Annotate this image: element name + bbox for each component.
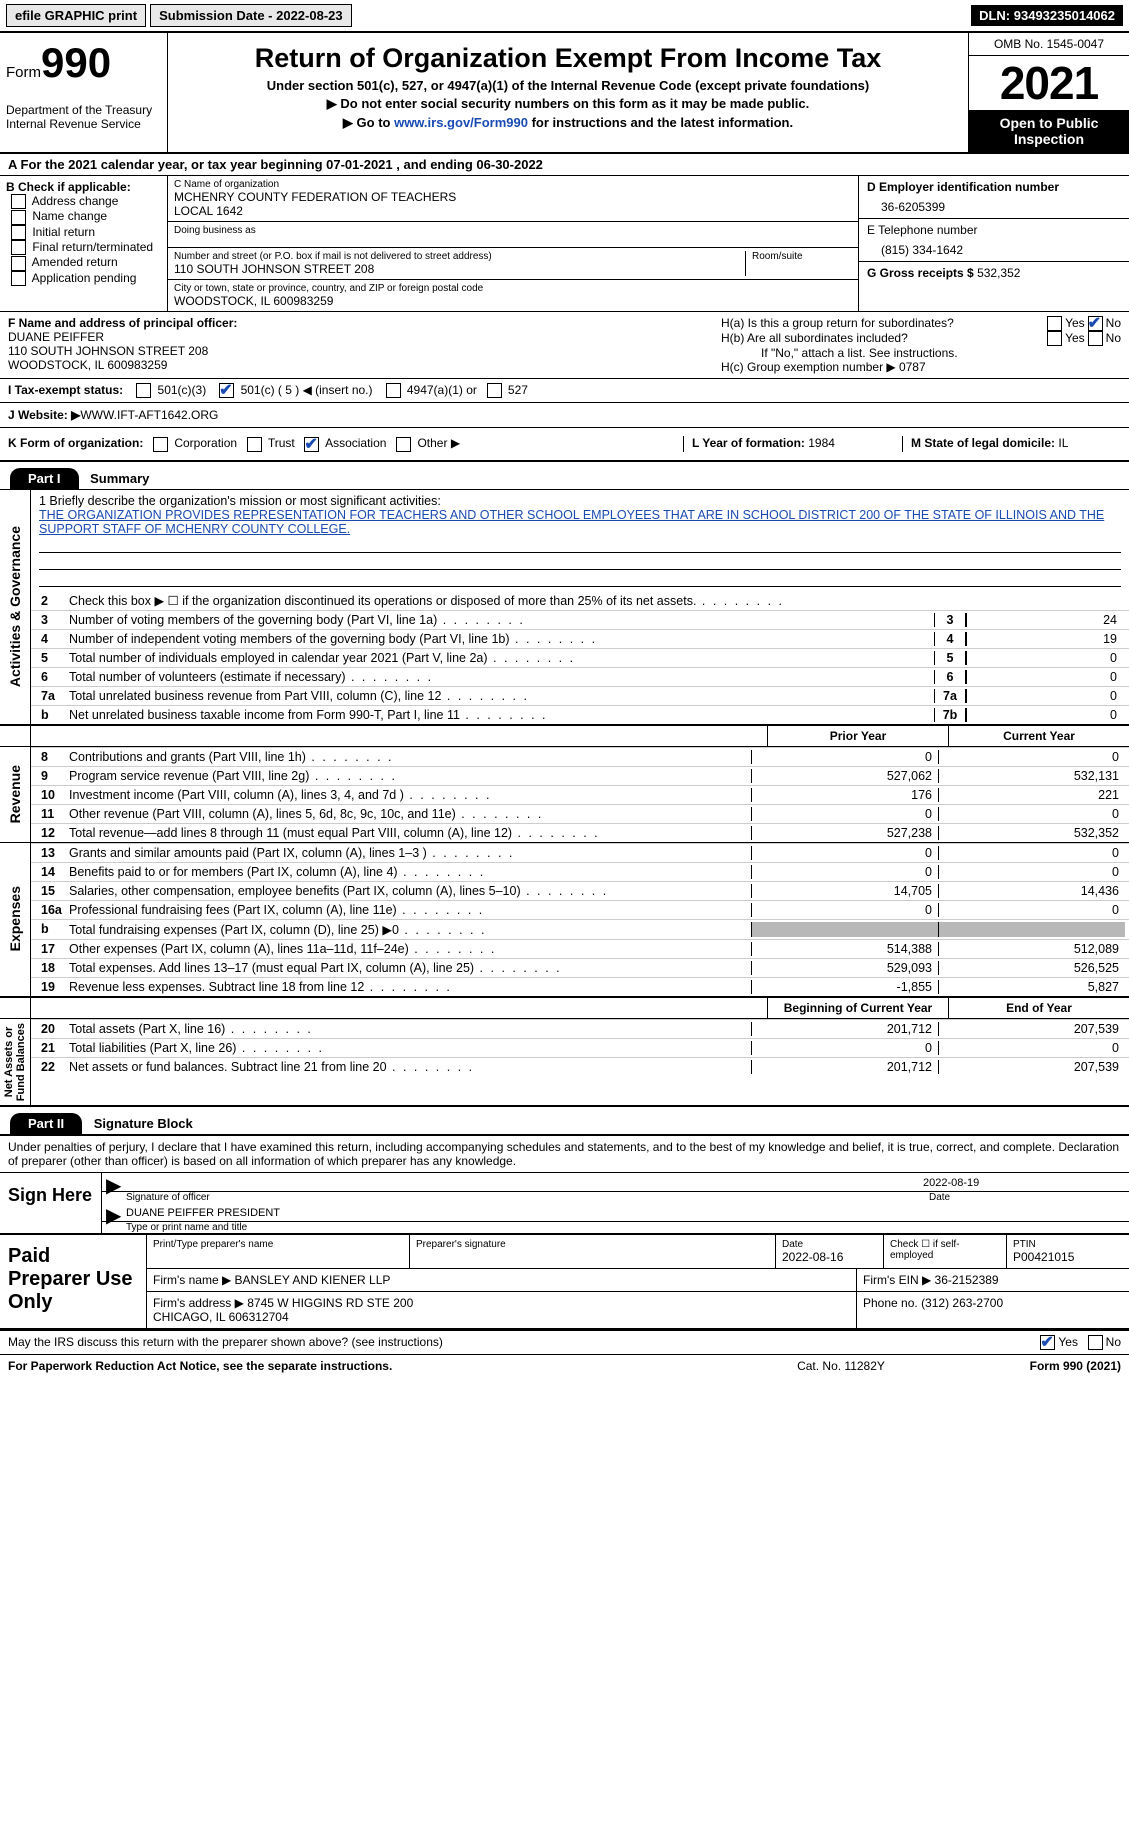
line-21: 21Total liabilities (Part X, line 26)00 [31, 1038, 1129, 1057]
form-number: Form990 [6, 39, 161, 87]
website-row: J Website: ▶ WWW.IFT-AFT1642.ORG [0, 403, 1129, 428]
line-10: 10Investment income (Part VIII, column (… [31, 785, 1129, 804]
topbar: efile GRAPHIC print Submission Date - 20… [0, 0, 1129, 33]
chk-501c5[interactable] [219, 383, 234, 398]
footer: For Paperwork Reduction Act Notice, see … [0, 1354, 1129, 1377]
tax-year: 2021 [969, 56, 1129, 110]
ein: 36-6205399 [867, 194, 1121, 214]
subtitle: Under section 501(c), 527, or 4947(a)(1)… [174, 78, 962, 93]
section-fh: F Name and address of principal officer:… [0, 312, 1129, 379]
part2-header: Part II Signature Block [0, 1113, 1129, 1134]
hb-yes[interactable] [1047, 331, 1062, 346]
hdr-by-ey: Beginning of Current Year End of Year [0, 997, 1129, 1019]
line-19: 19Revenue less expenses. Subtract line 1… [31, 977, 1129, 996]
section-bcde: B Check if applicable: Address change Na… [0, 176, 1129, 312]
col-b: B Check if applicable: Address change Na… [0, 176, 168, 311]
line-2: 2Check this box ▶ ☐ if the organization … [31, 591, 1129, 610]
line-18: 18Total expenses. Add lines 13–17 (must … [31, 958, 1129, 977]
open-public: Open to Public Inspection [969, 110, 1129, 152]
omb: OMB No. 1545-0047 [969, 33, 1129, 56]
col-c: C Name of organization MCHENRY COUNTY FE… [168, 176, 858, 311]
ha-no[interactable] [1088, 316, 1103, 331]
line-3: 3Number of voting members of the governi… [31, 610, 1129, 629]
efile-button[interactable]: efile GRAPHIC print [6, 4, 146, 27]
phone: (815) 334-1642 [867, 237, 1121, 257]
line-17: 17Other expenses (Part IX, column (A), l… [31, 939, 1129, 958]
hb-no[interactable] [1088, 331, 1103, 346]
arrow-1: ▶ Do not enter social security numbers o… [174, 96, 962, 112]
line-b: bNet unrelated business taxable income f… [31, 705, 1129, 724]
mission-text: THE ORGANIZATION PROVIDES REPRESENTATION… [39, 508, 1121, 536]
submission-date: Submission Date - 2022-08-23 [150, 4, 352, 27]
gross-receipts: 532,352 [977, 266, 1020, 280]
header: Form990 Department of the Treasury Inter… [0, 33, 1129, 154]
chk-assoc[interactable] [304, 437, 319, 452]
line-9: 9Program service revenue (Part VIII, lin… [31, 766, 1129, 785]
discuss-yes[interactable] [1040, 1335, 1055, 1350]
org-name: MCHENRY COUNTY FEDERATION OF TEACHERS LO… [174, 190, 852, 218]
line-22: 22Net assets or fund balances. Subtract … [31, 1057, 1129, 1076]
vtab-rev: Revenue [5, 761, 25, 827]
discuss-no[interactable] [1088, 1335, 1103, 1350]
part1-header: Part I Summary [0, 468, 1129, 490]
org-city: WOODSTOCK, IL 600983259 [174, 294, 852, 308]
org-addr: 110 SOUTH JOHNSON STREET 208 [174, 262, 745, 276]
hdr-py-cy: Prior Year Current Year [0, 725, 1129, 747]
line-6: 6Total number of volunteers (estimate if… [31, 667, 1129, 686]
chk-final[interactable]: Final return/terminated [6, 240, 161, 255]
line-11: 11Other revenue (Part VIII, column (A), … [31, 804, 1129, 823]
chk-amended[interactable]: Amended return [6, 255, 161, 270]
signature-block: Under penalties of perjury, I declare th… [0, 1134, 1129, 1377]
klm-row: K Form of organization: Corporation Trus… [0, 428, 1129, 461]
row-a: A For the 2021 calendar year, or tax yea… [0, 154, 1129, 176]
line-8: 8Contributions and grants (Part VIII, li… [31, 747, 1129, 766]
ha-yes[interactable] [1047, 316, 1062, 331]
line-20: 20Total assets (Part X, line 16)201,7122… [31, 1019, 1129, 1038]
line-12: 12Total revenue—add lines 8 through 11 (… [31, 823, 1129, 842]
chk-initial[interactable]: Initial return [6, 225, 161, 240]
chk-name[interactable]: Name change [6, 209, 161, 224]
line-7a: 7aTotal unrelated business revenue from … [31, 686, 1129, 705]
form-title: Return of Organization Exempt From Incom… [174, 43, 962, 74]
chk-pending[interactable]: Application pending [6, 271, 161, 286]
vtab-net: Net Assets or Fund Balances [1, 1019, 29, 1105]
website: WWW.IFT-AFT1642.ORG [80, 408, 218, 422]
vtab-ag: Activities & Governance [5, 522, 25, 691]
officer: DUANE PEIFFER 110 SOUTH JOHNSON STREET 2… [8, 330, 705, 372]
tax-status-row: I Tax-exempt status: 501(c)(3) 501(c) ( … [0, 379, 1129, 403]
discuss-row: May the IRS discuss this return with the… [0, 1330, 1129, 1354]
dln: DLN: 93493235014062 [971, 5, 1123, 26]
arrow-2: ▶ Go to www.irs.gov/Form990 for instruct… [174, 115, 962, 131]
header-left: Form990 Department of the Treasury Inter… [0, 33, 168, 152]
line-b: bTotal fundraising expenses (Part IX, co… [31, 919, 1129, 939]
line-14: 14Benefits paid to or for members (Part … [31, 862, 1129, 881]
chk-address[interactable]: Address change [6, 194, 161, 209]
vtab-exp: Expenses [5, 882, 25, 955]
irs-link[interactable]: www.irs.gov/Form990 [394, 115, 528, 130]
line-5: 5Total number of individuals employed in… [31, 648, 1129, 667]
dept: Department of the Treasury Internal Reve… [6, 103, 161, 131]
line-13: 13Grants and similar amounts paid (Part … [31, 843, 1129, 862]
header-right: OMB No. 1545-0047 2021 Open to Public In… [968, 33, 1129, 152]
col-de: D Employer identification number 36-6205… [858, 176, 1129, 311]
line-15: 15Salaries, other compensation, employee… [31, 881, 1129, 900]
header-mid: Return of Organization Exempt From Incom… [168, 33, 968, 152]
line-16a: 16aProfessional fundraising fees (Part I… [31, 900, 1129, 919]
line-4: 4Number of independent voting members of… [31, 629, 1129, 648]
